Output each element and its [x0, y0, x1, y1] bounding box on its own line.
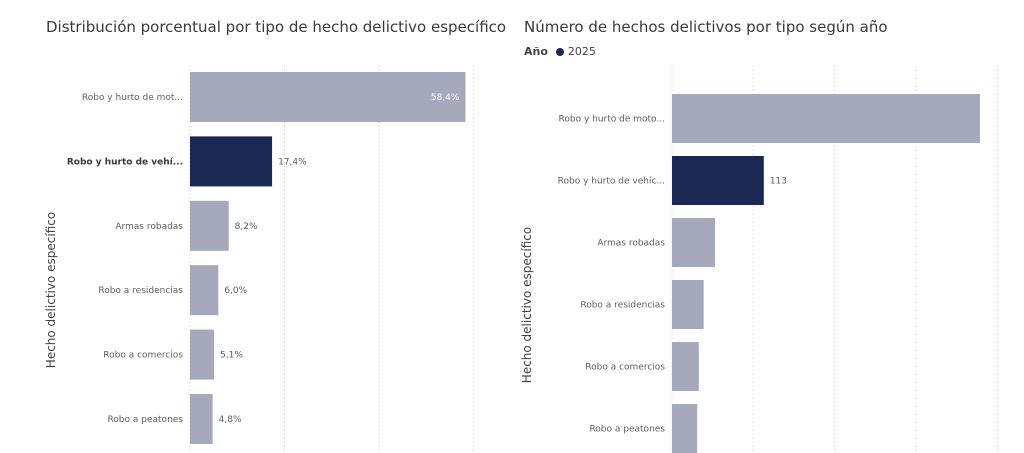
bar-0-0[interactable] [190, 72, 466, 122]
category-label-0-1: Robo y hurto de vehí... [67, 157, 183, 167]
category-label-0-5: Robo a peatones [107, 415, 183, 425]
data-label-1-1: 113 [770, 177, 787, 187]
bar-1-1[interactable] [672, 156, 764, 205]
category-label-1-3: Robo a residencias [580, 301, 665, 311]
y-axis-title: Hecho delictivo específico [44, 212, 58, 368]
data-label-0-3: 6,0% [224, 286, 247, 296]
bar-1-3[interactable] [672, 280, 704, 329]
bar-1-0[interactable] [672, 94, 980, 143]
y-axis-title: Hecho delictivo específico [520, 227, 534, 383]
bar-0-5[interactable] [190, 394, 213, 444]
bar-0-2[interactable] [190, 200, 229, 251]
chart-percent-panel: Distribución porcentual por tipo de hech… [44, 18, 507, 453]
data-label-0-5: 4,8% [219, 415, 242, 425]
category-label-0-2: Armas robadas [115, 222, 183, 232]
data-label-0-2: 8,2% [235, 222, 258, 232]
data-label-0-0: 58,4% [431, 93, 460, 103]
category-label-1-5: Robo a peatones [589, 425, 665, 435]
category-label-1-0: Robo y hurto de moto... [559, 115, 665, 125]
chart-title-count: Número de hechos delictivos por tipo seg… [524, 18, 888, 36]
category-label-1-2: Armas robadas [597, 239, 665, 249]
category-label-1-4: Robo a comercios [585, 363, 665, 373]
legend-title: Año [524, 45, 548, 58]
bar-chart-count: Hecho delictivo específico Robo y hurto d… [520, 66, 999, 453]
legend-entry-2025[interactable]: 2025 [567, 45, 596, 58]
legend: Año 2025 [524, 45, 596, 58]
chart-title-percent: Distribución porcentual por tipo de hech… [46, 18, 507, 36]
category-label-0-4: Robo a comercios [103, 351, 183, 361]
chart-count-panel: Número de hechos delictivos por tipo seg… [512, 0, 1024, 453]
bar-1-2[interactable] [672, 218, 716, 267]
bar-1-5[interactable] [672, 404, 698, 453]
bar-0-1[interactable] [190, 136, 273, 187]
bar-0-3[interactable] [190, 265, 219, 316]
category-label-1-1: Robo y hurto de vehíc... [558, 177, 665, 187]
data-label-0-1: 17,4% [278, 157, 307, 167]
bar-chart-percent: Hecho delictivo específico Robo y hurto d… [44, 66, 474, 453]
legend-dot-icon[interactable] [555, 47, 564, 56]
bar-1-4[interactable] [672, 342, 699, 391]
category-label-0-0: Robo y hurto de mot... [82, 93, 183, 103]
category-label-0-3: Robo a residencias [98, 286, 183, 296]
data-label-0-4: 5,1% [220, 351, 243, 361]
bar-0-4[interactable] [190, 329, 215, 380]
